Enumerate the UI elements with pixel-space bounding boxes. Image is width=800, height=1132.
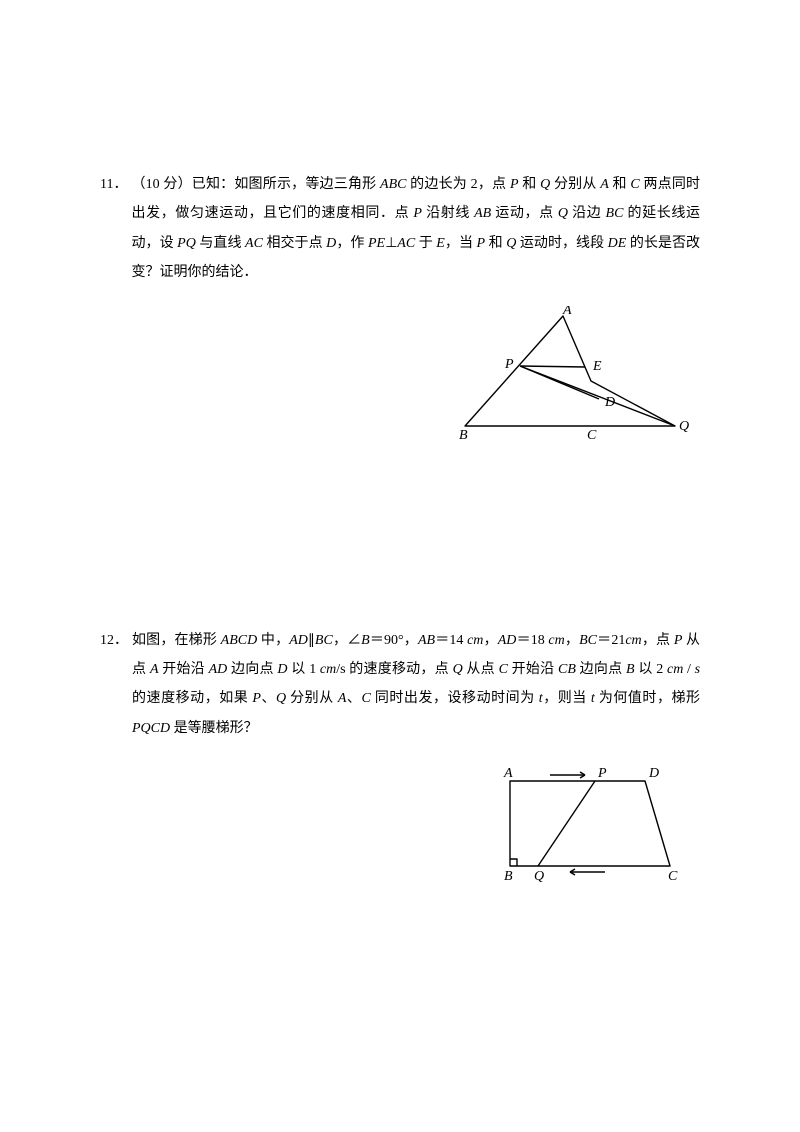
geometry-figure: A E P D B C Q (445, 306, 690, 446)
problem-1: 11．（10 分）已知：如图所示，等边三角形 ABC 的边长为 2，点 P 和 … (100, 170, 700, 446)
problem-row: 12．如图，在梯形 ABCD 中，AD∥BC，∠B＝90°，AB＝14 cm，A… (100, 626, 700, 744)
problems-list: 11．（10 分）已知：如图所示，等边三角形 ABC 的边长为 2，点 P 和 … (100, 170, 700, 891)
svg-text:B: B (459, 428, 468, 443)
svg-text:E: E (592, 359, 602, 374)
svg-text:P: P (504, 357, 514, 372)
problem-number: 12． (100, 626, 128, 655)
problem-number: 11． (100, 170, 127, 199)
svg-text:C: C (587, 428, 597, 443)
figure-wrap: A E P D B C Q (100, 306, 700, 446)
svg-text:Q: Q (679, 419, 689, 434)
problem-row: 11．（10 分）已知：如图所示，等边三角形 ABC 的边长为 2，点 P 和 … (100, 170, 700, 288)
svg-text:D: D (648, 766, 659, 781)
geometry-figure: A P D B Q C (490, 761, 690, 891)
problem-text: （10 分）已知：如图所示，等边三角形 ABC 的边长为 2，点 P 和 Q 分… (131, 170, 700, 288)
svg-text:B: B (504, 869, 513, 884)
svg-text:C: C (668, 869, 678, 884)
problem-text: 如图，在梯形 ABCD 中，AD∥BC，∠B＝90°，AB＝14 cm，AD＝1… (132, 626, 700, 744)
svg-text:A: A (562, 306, 572, 318)
svg-text:Q: Q (534, 869, 544, 884)
figure-wrap: A P D B Q C (100, 761, 700, 891)
problem-2: 12．如图，在梯形 ABCD 中，AD∥BC，∠B＝90°，AB＝14 cm，A… (100, 626, 700, 892)
svg-text:D: D (604, 395, 615, 410)
svg-text:A: A (503, 766, 513, 781)
svg-text:P: P (597, 766, 607, 781)
page-content: 11．（10 分）已知：如图所示，等边三角形 ABC 的边长为 2，点 P 和 … (0, 0, 800, 1131)
